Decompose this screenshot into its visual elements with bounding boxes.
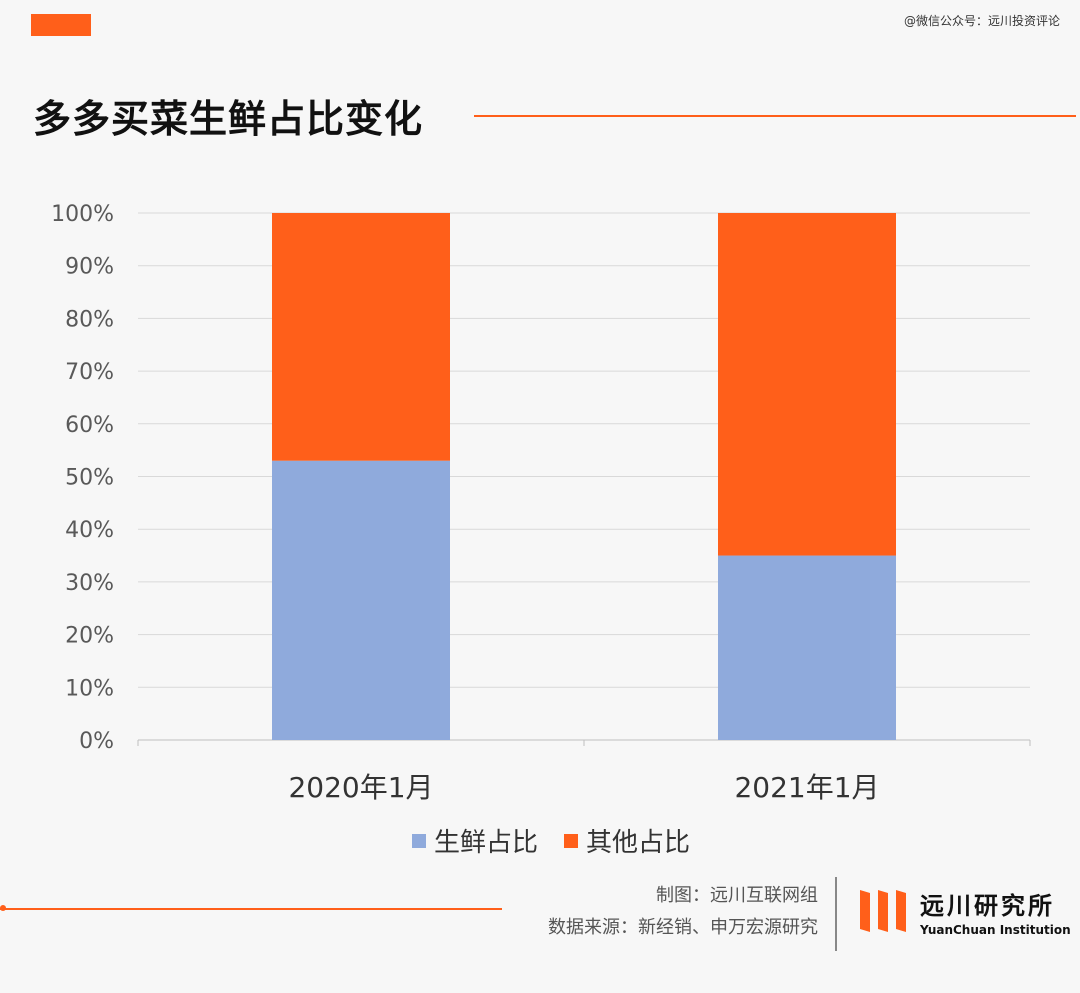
- y-tick-label: 50%: [65, 466, 114, 491]
- footer-divider: [835, 877, 837, 951]
- page-title: 多多买菜生鲜占比变化: [33, 97, 424, 141]
- y-tick-label: 40%: [65, 518, 114, 543]
- footer-rule: [0, 908, 502, 910]
- legend-swatch: [564, 834, 578, 848]
- legend-swatch: [412, 834, 426, 848]
- y-tick-label: 0%: [79, 729, 114, 754]
- watermark: @微信公众号：远川投资评论: [903, 14, 1060, 28]
- y-tick-label: 90%: [65, 255, 114, 280]
- y-tick-label: 20%: [65, 624, 114, 649]
- logo-name-en: YuanChuan Institution: [920, 923, 1071, 937]
- x-tick-label: 2020年1月: [288, 771, 433, 804]
- bar-other: [718, 213, 896, 556]
- y-tick-label: 10%: [65, 676, 114, 701]
- logo-name-cn: 远川研究所: [920, 892, 1055, 920]
- bar-fresh: [718, 555, 896, 740]
- bar-other: [272, 213, 450, 461]
- x-tick-label: 2021年1月: [734, 771, 879, 804]
- bar-fresh: [272, 460, 450, 740]
- source-text: 数据来源：新经销、申万宏源研究: [548, 917, 818, 938]
- y-tick-label: 30%: [65, 571, 114, 596]
- y-tick-label: 60%: [65, 413, 114, 438]
- stacked-bar-chart: 0% 10% 20% 30% 40% 50% 60% 70% 80% 90% 100% 2020年1月…: [51, 202, 1031, 858]
- y-tick-label: 70%: [65, 360, 114, 385]
- title-rule: [474, 115, 1076, 117]
- logo-icon: [860, 890, 906, 932]
- legend-label: 其他占比: [586, 828, 690, 858]
- y-tick-label: 100%: [51, 202, 114, 227]
- legend-label: 生鲜占比: [434, 828, 538, 858]
- logo: 远川研究所 YuanChuan Institution: [920, 886, 1071, 937]
- credits: 制图：远川互联网组 数据来源：新经销、申万宏源研究: [548, 880, 818, 944]
- y-tick-label: 80%: [65, 307, 114, 332]
- orange-tag-block: [31, 14, 91, 36]
- made-by-text: 制图：远川互联网组: [656, 885, 818, 906]
